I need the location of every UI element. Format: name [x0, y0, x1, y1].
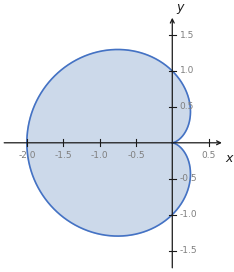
Polygon shape	[27, 50, 190, 236]
Text: -0.5: -0.5	[179, 174, 197, 183]
Text: 1.5: 1.5	[179, 30, 194, 40]
Text: -1.0: -1.0	[179, 210, 197, 219]
Text: -0.5: -0.5	[127, 152, 145, 160]
Text: x: x	[225, 152, 233, 165]
Text: y: y	[177, 1, 184, 14]
Text: -2.0: -2.0	[18, 152, 36, 160]
Text: -1.0: -1.0	[91, 152, 108, 160]
Text: 1.0: 1.0	[179, 66, 194, 76]
Text: -1.5: -1.5	[179, 246, 197, 255]
Text: -1.5: -1.5	[54, 152, 72, 160]
Text: 0.5: 0.5	[179, 102, 194, 112]
Text: 0.5: 0.5	[201, 152, 216, 160]
